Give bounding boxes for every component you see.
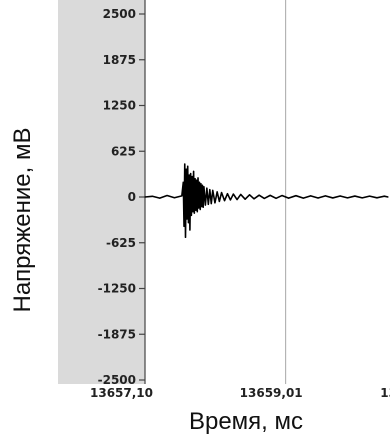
data-point (317, 197, 319, 199)
data-point (244, 198, 246, 200)
data-point (218, 200, 220, 202)
y-tick-layer: 2500 1875 1250 625 0 -625 -1250 -1875 -2500 (98, 7, 145, 387)
data-point (339, 195, 341, 197)
data-point (361, 197, 363, 199)
data-point (201, 205, 203, 208)
data-point (159, 197, 161, 199)
left-panel-background (58, 0, 145, 384)
data-point (197, 177, 199, 179)
data-point (144, 196, 146, 198)
data-point (212, 189, 214, 192)
data-point (181, 195, 183, 197)
signal-series-line (144, 163, 389, 239)
data-point (199, 208, 201, 211)
data-point (295, 195, 297, 197)
data-point (187, 165, 189, 167)
data-point (193, 212, 195, 214)
data-point (186, 218, 188, 220)
data-point (188, 174, 190, 176)
y-tick-label: 1875 (103, 53, 136, 67)
data-point (258, 194, 260, 196)
data-point (226, 193, 229, 195)
data-point (195, 179, 198, 181)
data-point (263, 197, 265, 200)
data-point (275, 197, 277, 199)
data-point (191, 175, 193, 178)
data-point (190, 214, 192, 216)
data-point (376, 197, 378, 199)
data-point (166, 194, 168, 197)
data-point (281, 194, 283, 197)
data-point (190, 172, 192, 175)
data-point (383, 195, 385, 197)
y-tick-label: -625 (106, 236, 136, 250)
data-point (368, 195, 371, 197)
x-tick-label: 13659,01 (240, 386, 303, 400)
data-point (184, 163, 186, 165)
data-point (198, 207, 200, 209)
data-point (332, 197, 334, 199)
x-tick-layer: 13657,10 13659,01 1366 (90, 386, 390, 400)
data-point (310, 195, 312, 197)
y-tick-label: -1875 (98, 327, 136, 341)
data-point (214, 202, 216, 204)
data-point (207, 203, 209, 205)
y-tick-label: -1250 (98, 282, 136, 296)
data-point (185, 168, 187, 170)
data-point (189, 229, 191, 231)
y-tick-label: 1250 (103, 99, 136, 113)
y-tick-label: -2500 (98, 373, 136, 387)
data-point (173, 197, 176, 199)
data-point (232, 193, 234, 195)
data-point (193, 170, 195, 172)
data-point (236, 198, 238, 201)
data-point (183, 225, 185, 227)
data-point (209, 189, 211, 191)
x-axis-title: Время, мс (189, 408, 303, 435)
data-point (210, 202, 212, 205)
data-point (196, 211, 198, 213)
series-layer (144, 163, 389, 239)
x-tick-label: 1366 (380, 386, 390, 400)
data-point (354, 195, 356, 197)
data-point (346, 197, 349, 199)
data-point (200, 183, 202, 185)
y-tick-label: 625 (111, 144, 136, 158)
y-tick-label: 0 (128, 190, 136, 204)
data-point (194, 178, 196, 180)
data-point (192, 211, 194, 213)
data-point (287, 197, 290, 199)
data-point (216, 191, 218, 193)
data-point (253, 198, 255, 200)
data-point (229, 199, 232, 201)
data-point (324, 195, 327, 197)
data-point (203, 186, 205, 188)
data-point (202, 206, 204, 208)
y-axis-title: Напряжение, мВ (9, 127, 36, 312)
data-point (182, 181, 184, 183)
data-point (248, 194, 251, 196)
data-point (204, 204, 206, 206)
data-point (201, 184, 204, 186)
y-tick-label: 2500 (103, 7, 136, 21)
data-point (302, 197, 304, 199)
data-point (198, 181, 201, 183)
data-point (240, 193, 242, 196)
data-point (184, 236, 187, 238)
x-tick-label: 13657,10 (90, 386, 153, 400)
data-point (220, 192, 223, 194)
data-point (387, 196, 389, 198)
data-point (206, 187, 208, 189)
data-point (269, 194, 271, 196)
data-point (151, 195, 153, 197)
data-point (195, 209, 197, 211)
data-point (223, 200, 226, 202)
data-point (187, 222, 190, 224)
